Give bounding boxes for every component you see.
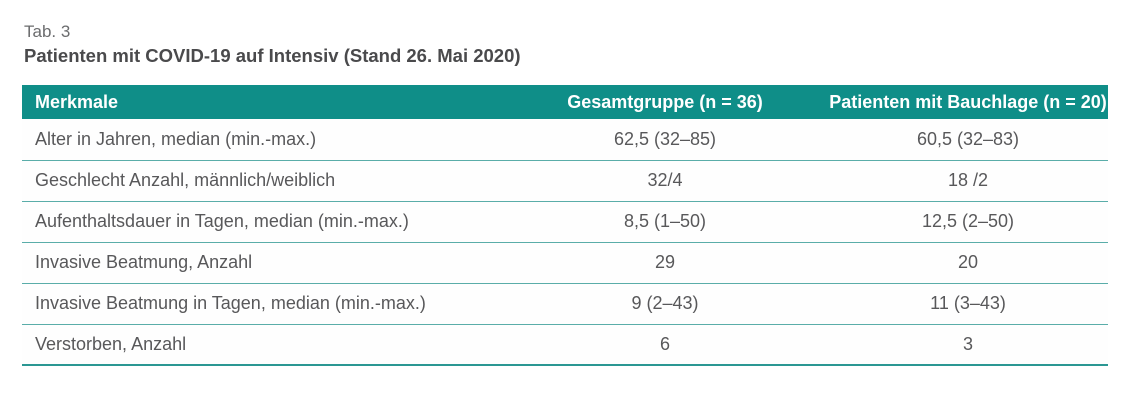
table-row: Alter in Jahren, median (min.-max.) 62,5…	[22, 119, 1108, 161]
row-label: Invasive Beatmung in Tagen, median (min.…	[22, 283, 502, 325]
row-label: Aufenthaltsdauer in Tagen, median (min.-…	[22, 201, 502, 243]
cell-gesamtgruppe: 8,5 (1–50)	[502, 201, 828, 243]
table-row: Geschlecht Anzahl, männlich/weiblich 32/…	[22, 160, 1108, 202]
cell-bauchlage: 11 (3–43)	[828, 283, 1108, 325]
table-row: Verstorben, Anzahl 6 3	[22, 324, 1108, 366]
row-label: Alter in Jahren, median (min.-max.)	[22, 119, 502, 161]
cell-gesamtgruppe: 6	[502, 324, 828, 366]
table-caption: Tab. 3	[24, 22, 71, 41]
cell-bauchlage: 20	[828, 242, 1108, 284]
cell-bauchlage: 18 /2	[828, 160, 1108, 202]
cell-bauchlage: 12,5 (2–50)	[828, 201, 1108, 243]
table-figure: Tab. 3 Patienten mit COVID-19 auf Intens…	[22, 21, 1108, 366]
column-header-merkmale: Merkmale	[22, 85, 502, 119]
cell-bauchlage: 60,5 (32–83)	[828, 119, 1108, 161]
cell-gesamtgruppe: 32/4	[502, 160, 828, 202]
table-row: Invasive Beatmung, Anzahl 29 20	[22, 242, 1108, 284]
column-header-bauchlage: Patienten mit Bauchlage (n = 20)	[828, 85, 1108, 119]
table-header-row: Merkmale Gesamtgruppe (n = 36) Patienten…	[22, 85, 1108, 119]
row-label: Invasive Beatmung, Anzahl	[22, 242, 502, 284]
table-row: Invasive Beatmung in Tagen, median (min.…	[22, 283, 1108, 325]
cell-bauchlage: 3	[828, 324, 1108, 366]
cell-gesamtgruppe: 62,5 (32–85)	[502, 119, 828, 161]
cell-gesamtgruppe: 9 (2–43)	[502, 283, 828, 325]
cell-gesamtgruppe: 29	[502, 242, 828, 284]
column-header-gesamtgruppe: Gesamtgruppe (n = 36)	[502, 85, 828, 119]
table-title: Patienten mit COVID-19 auf Intensiv (Sta…	[24, 45, 521, 66]
row-label: Verstorben, Anzahl	[22, 324, 502, 366]
covid-intensiv-table: Merkmale Gesamtgruppe (n = 36) Patienten…	[22, 85, 1108, 366]
row-label: Geschlecht Anzahl, männlich/weiblich	[22, 160, 502, 202]
table-row: Aufenthaltsdauer in Tagen, median (min.-…	[22, 201, 1108, 243]
